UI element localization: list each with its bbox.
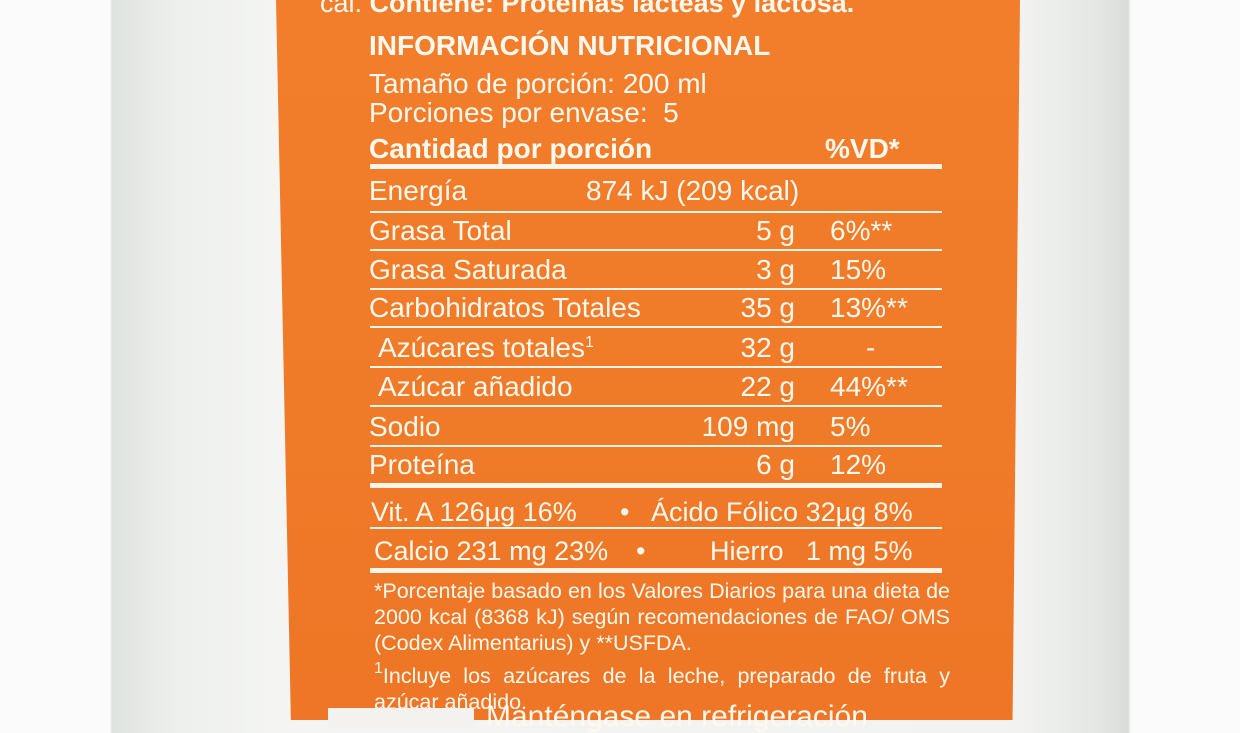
divider-thick bbox=[370, 568, 942, 573]
energy-label: Energía bbox=[369, 175, 468, 206]
divider-thick bbox=[370, 483, 942, 488]
superscript: 1 bbox=[585, 334, 594, 351]
nutrient-amount: 5 g bbox=[756, 215, 795, 246]
bullet: • bbox=[620, 497, 630, 527]
divider bbox=[370, 211, 942, 213]
nutrient-dv: 13%** bbox=[830, 292, 908, 323]
header-dv: %VD* bbox=[825, 133, 900, 164]
nutrient-name: Azúcares totales1 bbox=[378, 334, 594, 362]
nutrient-name: Azúcar añadido bbox=[378, 373, 573, 401]
footnote-sup: 1 bbox=[374, 660, 383, 677]
nutrient-name: Carbohidratos Totales bbox=[369, 294, 641, 322]
iron: Hierro 1 mg 5% bbox=[710, 536, 913, 566]
orange-label-panel bbox=[276, 0, 1020, 720]
divider bbox=[370, 366, 942, 368]
header-amount: Cantidad por porción bbox=[369, 133, 653, 164]
divider bbox=[370, 288, 942, 290]
nutrient-amount: 109 mg bbox=[701, 411, 795, 442]
footnotes: *Porcentaje basado en los Valores Diario… bbox=[374, 578, 950, 715]
nutrient-dv: 5% bbox=[830, 411, 871, 442]
nutrient-name-text: Grasa Saturada bbox=[369, 254, 567, 285]
servings-per-container: Porciones por envase: 5 bbox=[369, 97, 679, 128]
nutrient-amount: 32 g bbox=[740, 332, 796, 363]
nutrient-amount: 35 g bbox=[740, 292, 796, 323]
nutrient-name-text: Azúcar añadido bbox=[378, 371, 573, 402]
nutrient-amount: 6 g bbox=[756, 449, 795, 480]
nutrient-dv: 15% bbox=[830, 254, 887, 285]
serving-size: Tamaño de porción: 200 ml bbox=[369, 68, 707, 99]
energy-value: 874 kJ (209 kcal) bbox=[586, 175, 800, 206]
calcium: Calcio 231 mg 23% bbox=[374, 536, 609, 566]
bullet: • bbox=[636, 536, 646, 566]
footnote-sugars-text: Incluye los azúcares de la leche, prepar… bbox=[374, 664, 950, 714]
nutrient-name-text: Carbohidratos Totales bbox=[369, 292, 641, 323]
allergen-text: Contiene: Proteínas lácteas y lactosa. bbox=[369, 0, 855, 18]
nutrient-dv: 6%** bbox=[830, 215, 893, 246]
footnote-sugars: 1Incluye los azúcares de la leche, prepa… bbox=[374, 656, 950, 715]
nutrient-name: Proteína bbox=[369, 451, 475, 479]
divider-thick bbox=[370, 164, 942, 169]
nutrient-dv: - bbox=[866, 332, 876, 363]
nutrient-name: Grasa Saturada bbox=[369, 256, 567, 284]
nutrient-name-text: Sodio bbox=[369, 411, 441, 442]
divider bbox=[370, 405, 942, 407]
allergen-line: cal. Contiene: Proteínas lácteas y lacto… bbox=[320, 0, 854, 17]
refrigeration-icon-box bbox=[328, 708, 474, 728]
nutrient-name-text: Proteína bbox=[369, 449, 475, 480]
footnote-dv: *Porcentaje basado en los Valores Diario… bbox=[374, 579, 950, 655]
nutrient-name: Grasa Total bbox=[369, 217, 512, 245]
folic-acid: Ácido Fólico 32µg 8% bbox=[651, 497, 913, 527]
nutrient-name-text: Azúcares totales bbox=[378, 332, 585, 363]
label-title: INFORMACIÓN NUTRICIONAL bbox=[369, 30, 771, 61]
nutrient-dv: 12% bbox=[830, 449, 887, 480]
nutrient-name-text: Grasa Total bbox=[369, 215, 512, 246]
nutrient-amount: 3 g bbox=[756, 254, 795, 285]
refrigeration-text: Manténgase en refrigeración bbox=[486, 700, 868, 733]
divider bbox=[370, 249, 942, 251]
nutrient-dv: 44%** bbox=[830, 371, 908, 402]
divider bbox=[370, 326, 942, 328]
divider bbox=[370, 445, 942, 447]
nutrient-amount: 22 g bbox=[740, 371, 796, 402]
vitamin-a: Vit. A 126µg 16% bbox=[371, 497, 577, 527]
nutrient-name: Sodio bbox=[369, 413, 441, 441]
divider bbox=[370, 527, 942, 529]
allergen-prefix: cal. bbox=[320, 0, 363, 18]
